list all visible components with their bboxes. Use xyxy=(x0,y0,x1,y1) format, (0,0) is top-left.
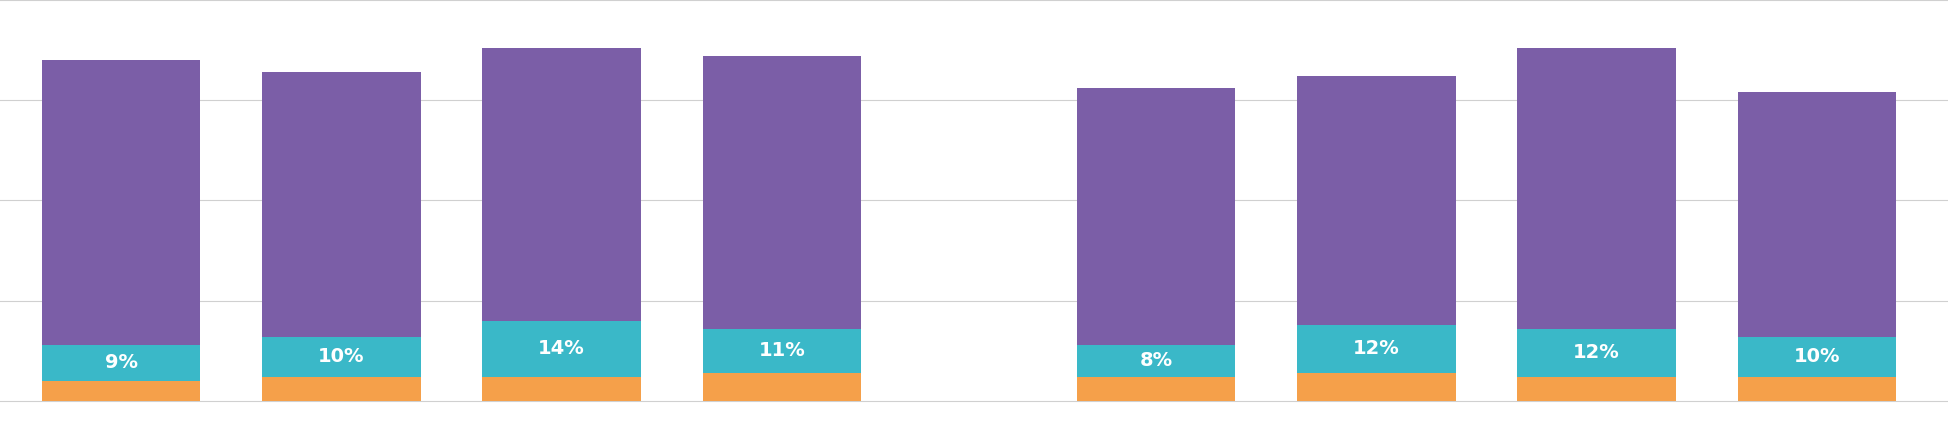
Bar xyxy=(41,345,201,381)
Bar xyxy=(1077,377,1235,401)
Text: 70%: 70% xyxy=(1572,20,1619,39)
Bar xyxy=(1517,377,1675,401)
Bar xyxy=(1077,345,1235,377)
Bar xyxy=(261,337,421,377)
Text: 62%: 62% xyxy=(1352,20,1399,39)
Bar xyxy=(1738,92,1895,337)
Text: 11%: 11% xyxy=(758,341,805,360)
Text: 12%: 12% xyxy=(1572,343,1619,363)
Bar xyxy=(701,329,861,373)
Bar xyxy=(1297,76,1455,325)
Text: 68%: 68% xyxy=(758,20,805,39)
Text: 8%: 8% xyxy=(1140,351,1173,370)
Bar xyxy=(481,321,641,377)
Text: 61%: 61% xyxy=(1792,20,1839,39)
Bar xyxy=(481,48,641,321)
Bar xyxy=(261,377,421,401)
Bar xyxy=(1738,337,1895,377)
Text: 68%: 68% xyxy=(538,20,584,39)
Text: 9%: 9% xyxy=(105,353,138,372)
Bar xyxy=(41,381,201,401)
Bar xyxy=(1517,329,1675,377)
Bar xyxy=(701,56,861,329)
Text: 66%: 66% xyxy=(318,20,364,39)
Text: 64%: 64% xyxy=(1132,20,1179,39)
Bar xyxy=(701,373,861,401)
Bar xyxy=(261,72,421,337)
Bar xyxy=(1077,88,1235,345)
Text: 10%: 10% xyxy=(318,347,364,366)
Bar xyxy=(41,60,201,345)
Bar xyxy=(1297,373,1455,401)
Text: 12%: 12% xyxy=(1352,339,1399,358)
Bar xyxy=(1517,48,1675,329)
Bar xyxy=(1297,325,1455,373)
Bar xyxy=(1738,377,1895,401)
Text: 71%: 71% xyxy=(97,20,144,39)
Text: 10%: 10% xyxy=(1792,347,1839,366)
Text: 14%: 14% xyxy=(538,339,584,358)
Bar xyxy=(481,377,641,401)
